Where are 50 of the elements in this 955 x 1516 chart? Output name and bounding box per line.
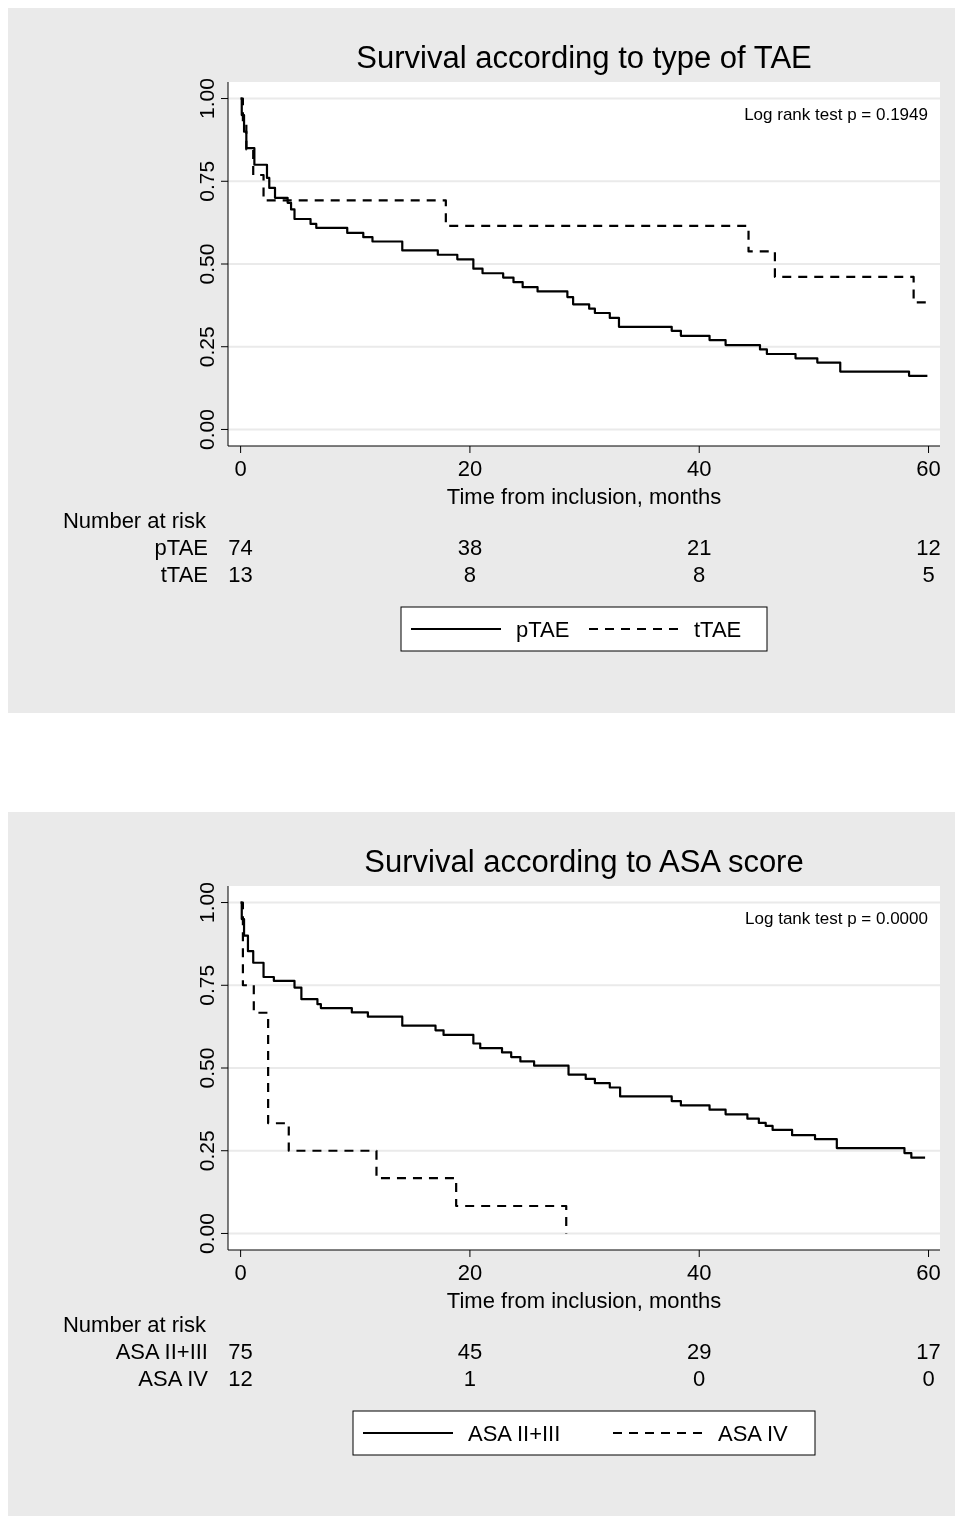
chart-title: Survival according to ASA score xyxy=(364,844,804,879)
text: 21 xyxy=(686,535,712,560)
text: ASA II+III xyxy=(115,1339,208,1364)
x-tick-label: 20 xyxy=(457,456,483,481)
y-tick-label: 0.25 xyxy=(195,1130,218,1172)
legend-label: pTAE xyxy=(516,617,570,642)
annotation: Log tank test p = 0.0000 xyxy=(745,909,928,928)
legend-label: ASA IV xyxy=(718,1421,789,1446)
text: 8 xyxy=(463,562,477,587)
text: 13 xyxy=(228,562,253,587)
annotation: Log rank test p = 0.1949 xyxy=(744,105,928,124)
y-tick-label: 0.50 xyxy=(195,1047,218,1089)
legend-label: tTAE xyxy=(694,617,742,642)
y-tick-label: 1.00 xyxy=(195,882,218,923)
x-axis-title: Time from inclusion, months xyxy=(446,1288,722,1313)
text: 38 xyxy=(457,535,483,560)
text: 12 xyxy=(916,535,941,560)
y-tick-label: 1.00 xyxy=(195,78,218,119)
text: 8 xyxy=(693,562,706,587)
text: 17 xyxy=(916,1339,941,1364)
x-axis-title: Time from inclusion, months xyxy=(446,484,722,509)
x-tick-label: 40 xyxy=(686,1260,712,1285)
text: 5 xyxy=(922,562,935,587)
x-tick-label: 40 xyxy=(686,456,712,481)
text: 75 xyxy=(228,1339,253,1364)
y-tick-label: 0.00 xyxy=(195,409,218,450)
text: 12 xyxy=(228,1366,253,1391)
x-tick-label: 0 xyxy=(234,1260,247,1285)
legend-title: Number at risk xyxy=(62,1312,207,1337)
x-tick-label: 20 xyxy=(457,1260,483,1285)
x-tick-label: 0 xyxy=(234,456,247,481)
y-tick-label: 0.75 xyxy=(195,964,218,1006)
legend-label: ASA II+III xyxy=(468,1421,561,1446)
text: 0 xyxy=(922,1366,935,1391)
text: 29 xyxy=(686,1339,712,1364)
text: 1 xyxy=(463,1366,477,1391)
text: 45 xyxy=(457,1339,483,1364)
legend-title: Number at risk xyxy=(62,508,207,533)
text: 74 xyxy=(228,535,253,560)
y-tick-label: 0.50 xyxy=(195,243,218,285)
y-tick-label: 0.75 xyxy=(195,160,218,202)
x-tick-label: 60 xyxy=(916,456,941,481)
x-tick-label: 60 xyxy=(916,1260,941,1285)
y-tick-label: 0.00 xyxy=(195,1213,218,1254)
text: ASA IV xyxy=(138,1366,208,1391)
text: 0 xyxy=(693,1366,706,1391)
y-tick-label: 0.25 xyxy=(195,326,218,368)
text: pTAE xyxy=(154,535,208,560)
text: tTAE xyxy=(160,562,208,587)
chart-title: Survival according to type of TAE xyxy=(356,40,812,75)
